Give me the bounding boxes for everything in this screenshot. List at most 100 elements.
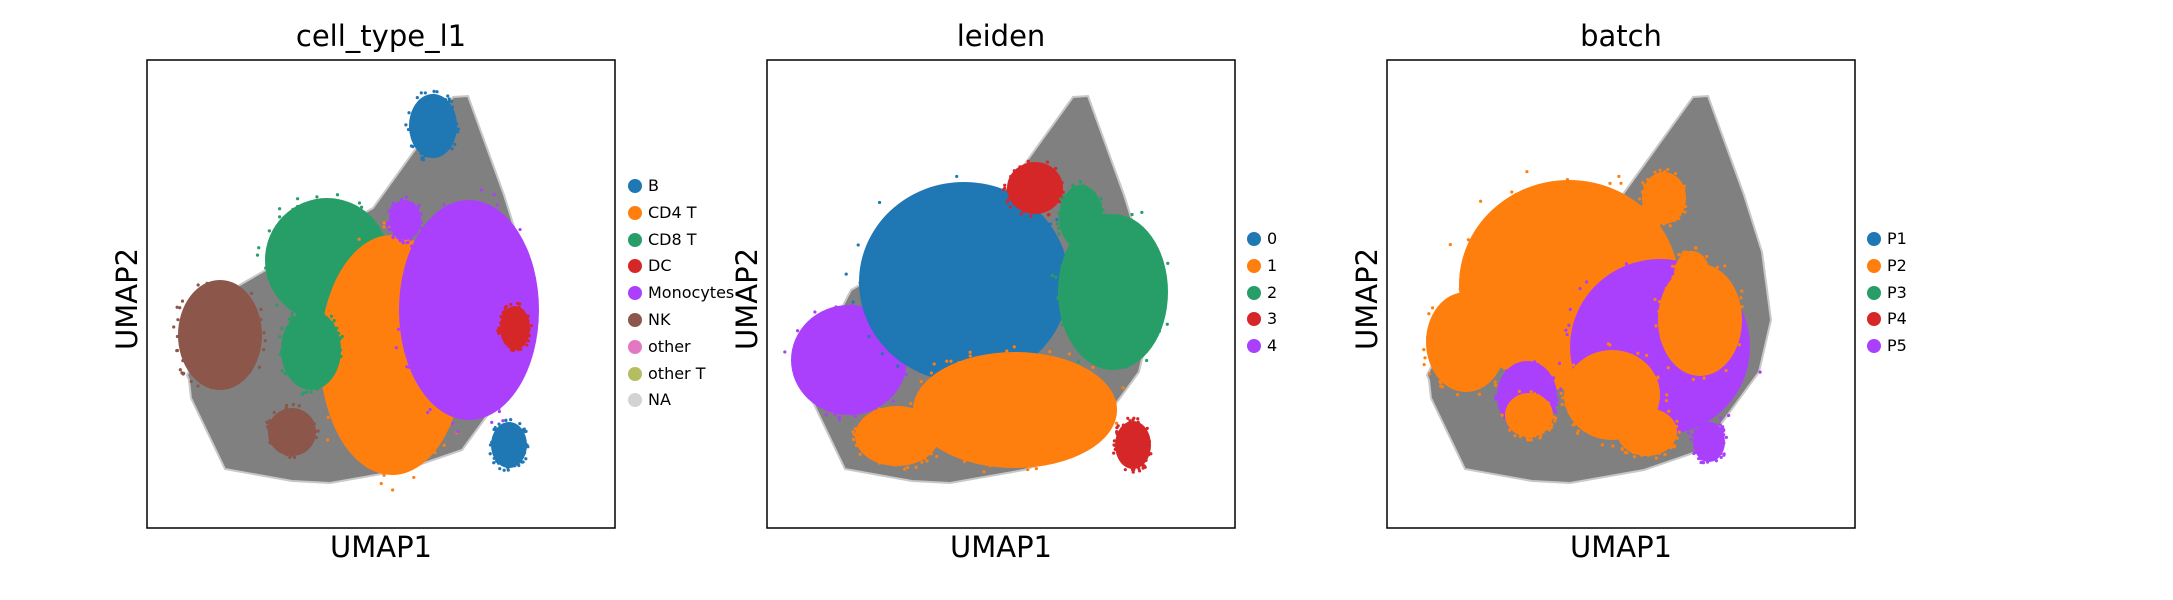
scatter-point	[1699, 457, 1704, 461]
scatter-point	[1477, 392, 1482, 396]
scatter-point	[1602, 289, 1607, 293]
scatter-point	[1658, 410, 1662, 414]
scatter-point	[1145, 434, 1149, 438]
scatter-point	[1638, 197, 1642, 201]
scatter-point	[932, 362, 936, 366]
scatter-point	[1631, 450, 1635, 454]
scatter-point	[907, 458, 912, 462]
cluster-blob	[1007, 162, 1063, 214]
scatter-point	[1606, 290, 1610, 294]
scatter-point	[436, 424, 441, 429]
scatter-point	[1624, 419, 1628, 423]
scatter-point	[363, 461, 367, 465]
scatter-point	[1121, 386, 1125, 390]
scatter-point	[181, 359, 185, 363]
scatter-point	[1057, 232, 1061, 236]
scatter-point	[923, 456, 927, 460]
scatter-point	[813, 398, 817, 403]
scatter-point	[335, 326, 339, 330]
scatter-point	[1439, 384, 1443, 388]
scatter-point	[1568, 307, 1572, 311]
scatter-point	[1569, 401, 1573, 405]
scatter-point	[1664, 399, 1669, 403]
scatter-point	[1080, 188, 1084, 192]
scatter-point	[273, 286, 277, 291]
scatter-point	[452, 130, 456, 134]
scatter-point	[497, 406, 501, 410]
scatter-point	[1705, 460, 1710, 464]
scatter-point	[1156, 258, 1161, 262]
scatter-point	[1572, 417, 1576, 422]
scatter-point	[1707, 265, 1711, 269]
scatter-point	[402, 329, 406, 333]
cluster-3	[1112, 416, 1153, 474]
scatter-point	[340, 286, 345, 290]
scatter-point	[1714, 423, 1718, 427]
scatter-point	[1524, 362, 1529, 366]
scatter-point	[431, 391, 435, 395]
scatter-point	[933, 429, 937, 434]
scatter-point	[366, 454, 370, 458]
cluster-2	[1050, 210, 1170, 370]
scatter-point	[412, 475, 416, 480]
scatter-point	[1552, 407, 1556, 411]
scatter-point	[517, 305, 521, 310]
scatter-point	[1685, 250, 1689, 254]
scatter-point	[180, 345, 184, 349]
scatter-point	[330, 321, 334, 325]
scatter-point	[392, 201, 396, 206]
scatter-point	[1677, 216, 1681, 221]
scatter-point	[856, 243, 860, 247]
scatter-point	[442, 443, 446, 447]
scatter-point	[1088, 355, 1093, 360]
scatter-point	[503, 309, 507, 313]
scatter-point	[1063, 451, 1067, 455]
scatter-point	[285, 453, 289, 457]
scatter-point	[392, 233, 396, 237]
scatter-point	[1705, 254, 1709, 259]
scatter-point	[1429, 336, 1433, 341]
scatter-point	[279, 349, 284, 353]
scatter-point	[1567, 411, 1571, 415]
cluster-blob	[1674, 251, 1710, 299]
scatter-point	[524, 457, 528, 461]
scatter-point	[1501, 342, 1506, 346]
scatter-point	[1427, 312, 1431, 316]
scatter-point	[1061, 201, 1065, 205]
scatter-point	[1702, 423, 1706, 427]
scatter-point	[1493, 383, 1498, 387]
scatter-point	[1078, 179, 1082, 184]
scatter-point	[1701, 421, 1705, 425]
legend-marker	[1867, 339, 1881, 354]
scatter-point	[929, 361, 933, 365]
scatter-point	[1087, 240, 1091, 244]
scatter-point	[1687, 431, 1691, 435]
scatter-point	[502, 468, 506, 472]
scatter-point	[1497, 393, 1501, 397]
scatter-point	[201, 289, 205, 293]
scatter-point	[1007, 354, 1011, 359]
scatter-point	[318, 380, 322, 384]
scatter-point	[1612, 426, 1616, 430]
scatter-point	[1158, 317, 1163, 321]
scatter-point	[1600, 443, 1604, 447]
scatter-point	[864, 409, 869, 413]
scatter-point	[526, 319, 530, 323]
x-axis-label: UMAP1	[329, 530, 433, 564]
scatter-point	[804, 391, 809, 395]
scatter-point	[369, 217, 373, 221]
cluster-p2	[1612, 405, 1681, 460]
scatter-point	[909, 401, 913, 406]
scatter-point	[1665, 393, 1669, 397]
scatter-point	[311, 426, 315, 430]
scatter-point	[1121, 459, 1125, 463]
scatter-point	[1050, 273, 1054, 278]
scatter-point	[498, 467, 502, 471]
scatter-point	[920, 460, 924, 464]
scatter-point	[886, 393, 891, 397]
scatter-point	[414, 230, 418, 235]
scatter-point	[896, 364, 900, 368]
scatter-point	[196, 384, 200, 388]
scatter-point	[1115, 430, 1119, 434]
scatter-point	[1081, 252, 1086, 256]
